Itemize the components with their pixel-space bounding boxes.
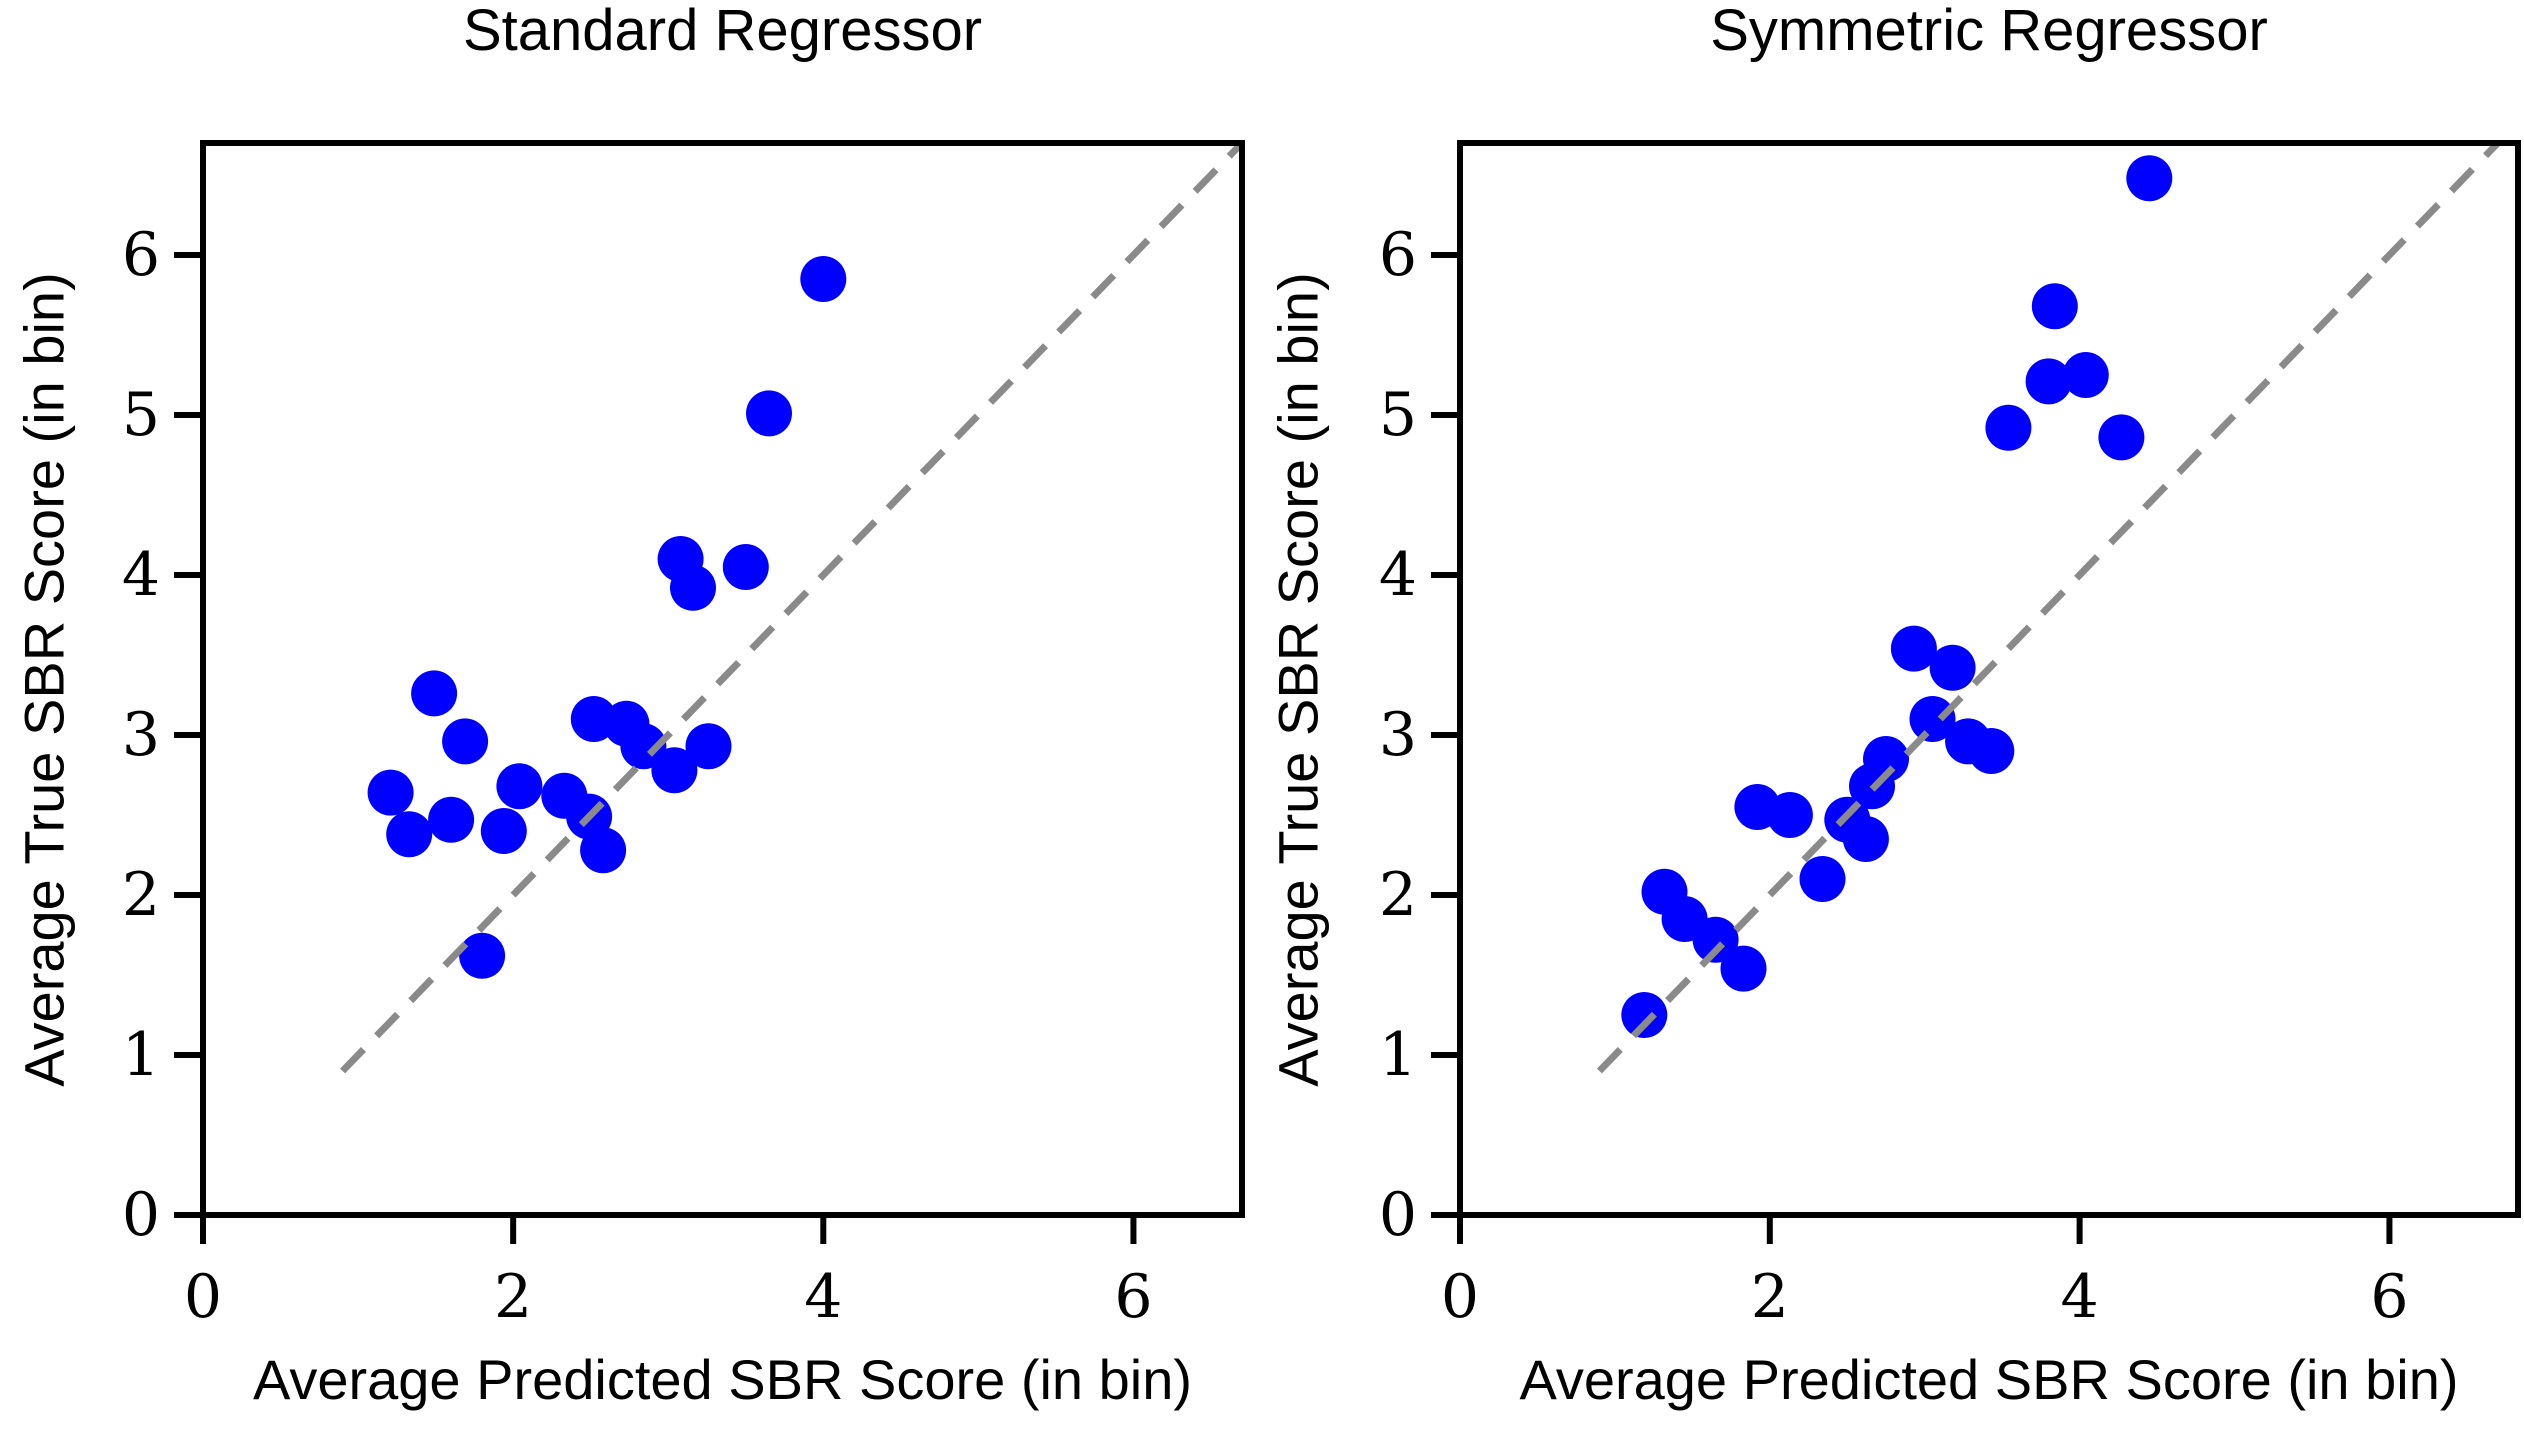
data-point [1890, 625, 1937, 672]
x-tick-label: 6 [1114, 1262, 1153, 1332]
y-tick-label: 6 [1378, 220, 1417, 290]
data-point [1968, 728, 2015, 774]
x-axis-label-standard: Average Predicted SBR Score (in bin) [253, 1348, 1192, 1411]
y-tick-label: 3 [121, 700, 160, 770]
data-point [1799, 856, 1846, 902]
x-tick-label: 4 [2060, 1262, 2099, 1332]
y-tick-label: 2 [121, 860, 160, 930]
data-point [386, 811, 433, 858]
y-tick-label: 0 [1378, 1180, 1417, 1250]
y-tick-label: 4 [1378, 540, 1417, 610]
data-point [2031, 283, 2078, 330]
plot-box [200, 140, 1245, 1218]
data-point [722, 544, 769, 590]
data-point [670, 564, 716, 611]
data-point [1621, 992, 1668, 1038]
data-point [1734, 784, 1781, 830]
data-point [1720, 945, 1767, 992]
identity-diagonal-line [340, 140, 1245, 1074]
identity-diagonal-line [1596, 140, 2501, 1074]
x-tick-label: 0 [183, 1262, 223, 1332]
data-point [480, 808, 527, 854]
y-tick-label: 4 [121, 540, 160, 610]
data-point [442, 718, 489, 765]
y-tick-label: 1 [1378, 1020, 1417, 1090]
data-point [2098, 414, 2145, 461]
y-tick-label: 3 [1378, 700, 1417, 770]
data-point [685, 723, 732, 770]
y-tick-label: 1 [121, 1020, 160, 1090]
data-point [1641, 868, 1688, 915]
chart-title-symmetric: Symmetric Regressor [1710, 0, 2268, 63]
chart-title-standard: Standard Regressor [462, 0, 983, 63]
data-point [2126, 155, 2173, 202]
x-tick-label: 4 [804, 1262, 843, 1332]
data-point [1909, 696, 1956, 742]
data-point [367, 769, 414, 816]
data-point [800, 256, 847, 302]
data-point [746, 390, 792, 437]
data-point [620, 723, 667, 770]
x-axis-label-symmetric: Average Predicted SBR Score (in bin) [1519, 1348, 2459, 1411]
x-tick-label: 2 [1750, 1262, 1789, 1332]
data-point [459, 932, 506, 979]
data-point [651, 747, 698, 794]
data-point [496, 763, 543, 810]
data-point [2062, 352, 2109, 398]
data-point [1842, 816, 1889, 862]
data-point [2025, 358, 2072, 405]
y-tick-label: 0 [121, 1180, 160, 1250]
data-point [1929, 644, 1976, 691]
data-point [411, 670, 458, 717]
x-tick-label: 6 [2370, 1262, 2409, 1332]
x-tick-label: 2 [494, 1262, 533, 1332]
y-tick-label: 5 [1378, 380, 1417, 450]
y-tick-label: 6 [121, 220, 160, 290]
plot-box [1457, 140, 2521, 1218]
y-tick-label: 2 [1378, 860, 1417, 930]
data-point [580, 827, 627, 874]
y-tick-label: 5 [121, 380, 160, 450]
x-tick-label: 0 [1440, 1262, 1480, 1332]
data-point [1985, 404, 2032, 451]
data-point [428, 796, 475, 843]
